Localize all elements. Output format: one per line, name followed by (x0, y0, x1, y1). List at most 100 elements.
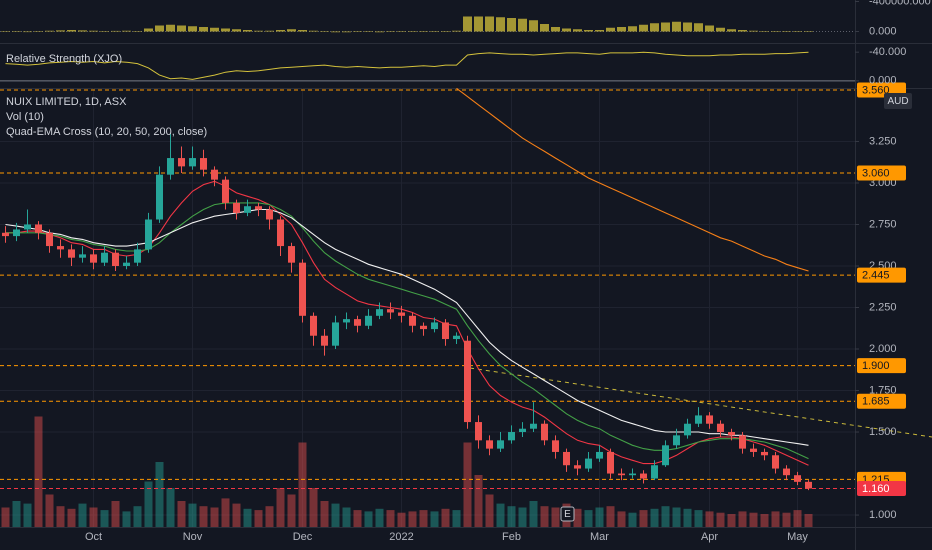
y-tick-label: 1.000 (869, 509, 897, 521)
oscillator-bar (584, 30, 593, 32)
oscillator-bar (738, 30, 747, 32)
candle-body (706, 415, 713, 424)
oscillator-bar (386, 31, 395, 32)
price-level-label: 3.060 (862, 167, 890, 179)
oscillator-bar (782, 31, 791, 32)
volume-bar (452, 510, 461, 527)
volume-bar (67, 508, 76, 527)
candle-body (497, 440, 504, 449)
ema-line (456, 87, 809, 272)
candle-body (431, 322, 438, 330)
candle-body (783, 468, 790, 476)
levels (0, 89, 855, 489)
volume-bar (408, 511, 417, 527)
candle-body (79, 254, 86, 258)
oscillator-bar (298, 30, 307, 32)
oscillator-bar (188, 26, 197, 32)
volume-bar (320, 501, 329, 527)
candle-body (530, 423, 537, 429)
earnings-box[interactable] (560, 506, 575, 522)
indicator-legend: Quad-EMA Cross (10, 20, 50, 200, close) (6, 126, 207, 138)
y-tick-label: -400000.000 (869, 0, 931, 7)
volume-bar (782, 512, 791, 527)
trend-line (469, 367, 932, 438)
y-tick-label: 1.750 (869, 384, 897, 396)
oscillator-bar (23, 31, 32, 33)
y-tick-label: 2.250 (869, 301, 897, 313)
volume-bar (221, 498, 230, 527)
candle-body (805, 481, 812, 489)
x-tick-label: 2022 (389, 531, 413, 543)
oscillator-bar (144, 28, 153, 32)
oscillator-bar (12, 31, 21, 32)
volume-bar (265, 506, 274, 527)
volume-bar (287, 494, 296, 527)
volume-bar (694, 510, 703, 527)
oscillator-bar (485, 16, 494, 32)
volume-bar (617, 511, 626, 527)
volume-bar (122, 511, 131, 527)
candle-body (376, 309, 383, 316)
oscillator-bar (199, 27, 208, 32)
candle-body (90, 254, 97, 263)
panels (0, 16, 855, 82)
candle-body (695, 415, 702, 424)
oscillator-bar (331, 31, 340, 33)
candle-body (728, 432, 735, 436)
volume-bar (342, 507, 351, 527)
oscillator-bar (34, 31, 43, 32)
volume (1, 416, 813, 527)
volume-bar (540, 506, 549, 527)
y-tick-label: 2.000 (869, 343, 897, 355)
price-level-box (857, 165, 906, 181)
candle-body (101, 252, 108, 263)
oscillator-bar (342, 31, 351, 33)
candle-body (552, 440, 559, 452)
earnings-marker[interactable]: E (560, 506, 575, 522)
oscillator-bar (111, 30, 120, 32)
candle-body (717, 423, 724, 433)
oscillator-bar (397, 31, 406, 32)
oscillator-bar (771, 31, 780, 32)
candle-body (761, 451, 768, 456)
oscillator-bar (309, 30, 318, 32)
candle-body (343, 319, 350, 323)
volume-bar (584, 510, 593, 527)
x-tick-label: Mar (590, 531, 609, 543)
oscillator-bar (793, 31, 802, 32)
volume-bar (45, 494, 54, 527)
oscillator-bar (221, 28, 230, 32)
oscillator-bar (177, 25, 186, 32)
oscillator-bar (727, 29, 736, 32)
oscillator-bar (430, 31, 439, 32)
volume-bar (738, 511, 747, 527)
candle-body (651, 465, 658, 479)
volume-bar (232, 503, 241, 527)
volume-bar (441, 508, 450, 527)
candle-body (475, 422, 482, 441)
oscillator-bar (232, 29, 241, 32)
volume-bar (672, 507, 681, 527)
candle-body (145, 219, 152, 250)
oscillator-bar (133, 31, 142, 32)
oscillator-bar (507, 18, 516, 32)
volume-bar (727, 514, 736, 527)
volume-bar (276, 488, 285, 527)
oscillator-bar (364, 31, 373, 32)
oscillator-bar (287, 29, 296, 32)
candle-body (486, 440, 493, 449)
candle-body (24, 224, 31, 230)
currency-label: AUD (887, 96, 908, 107)
volume-bar (133, 506, 142, 527)
x-tick-label: Nov (183, 531, 203, 543)
candle-body (167, 158, 174, 175)
oscillator-bar (166, 24, 175, 32)
candle-body (233, 202, 240, 213)
y-tick-label: 0.000 (869, 75, 897, 87)
earnings-text[interactable]: E (564, 509, 571, 520)
volume-bar (166, 488, 175, 527)
oscillator-bar (650, 23, 659, 32)
rs-title: Relative Strength (XJO) (6, 53, 122, 65)
candle-body (442, 322, 449, 340)
volume-bar (551, 507, 560, 527)
